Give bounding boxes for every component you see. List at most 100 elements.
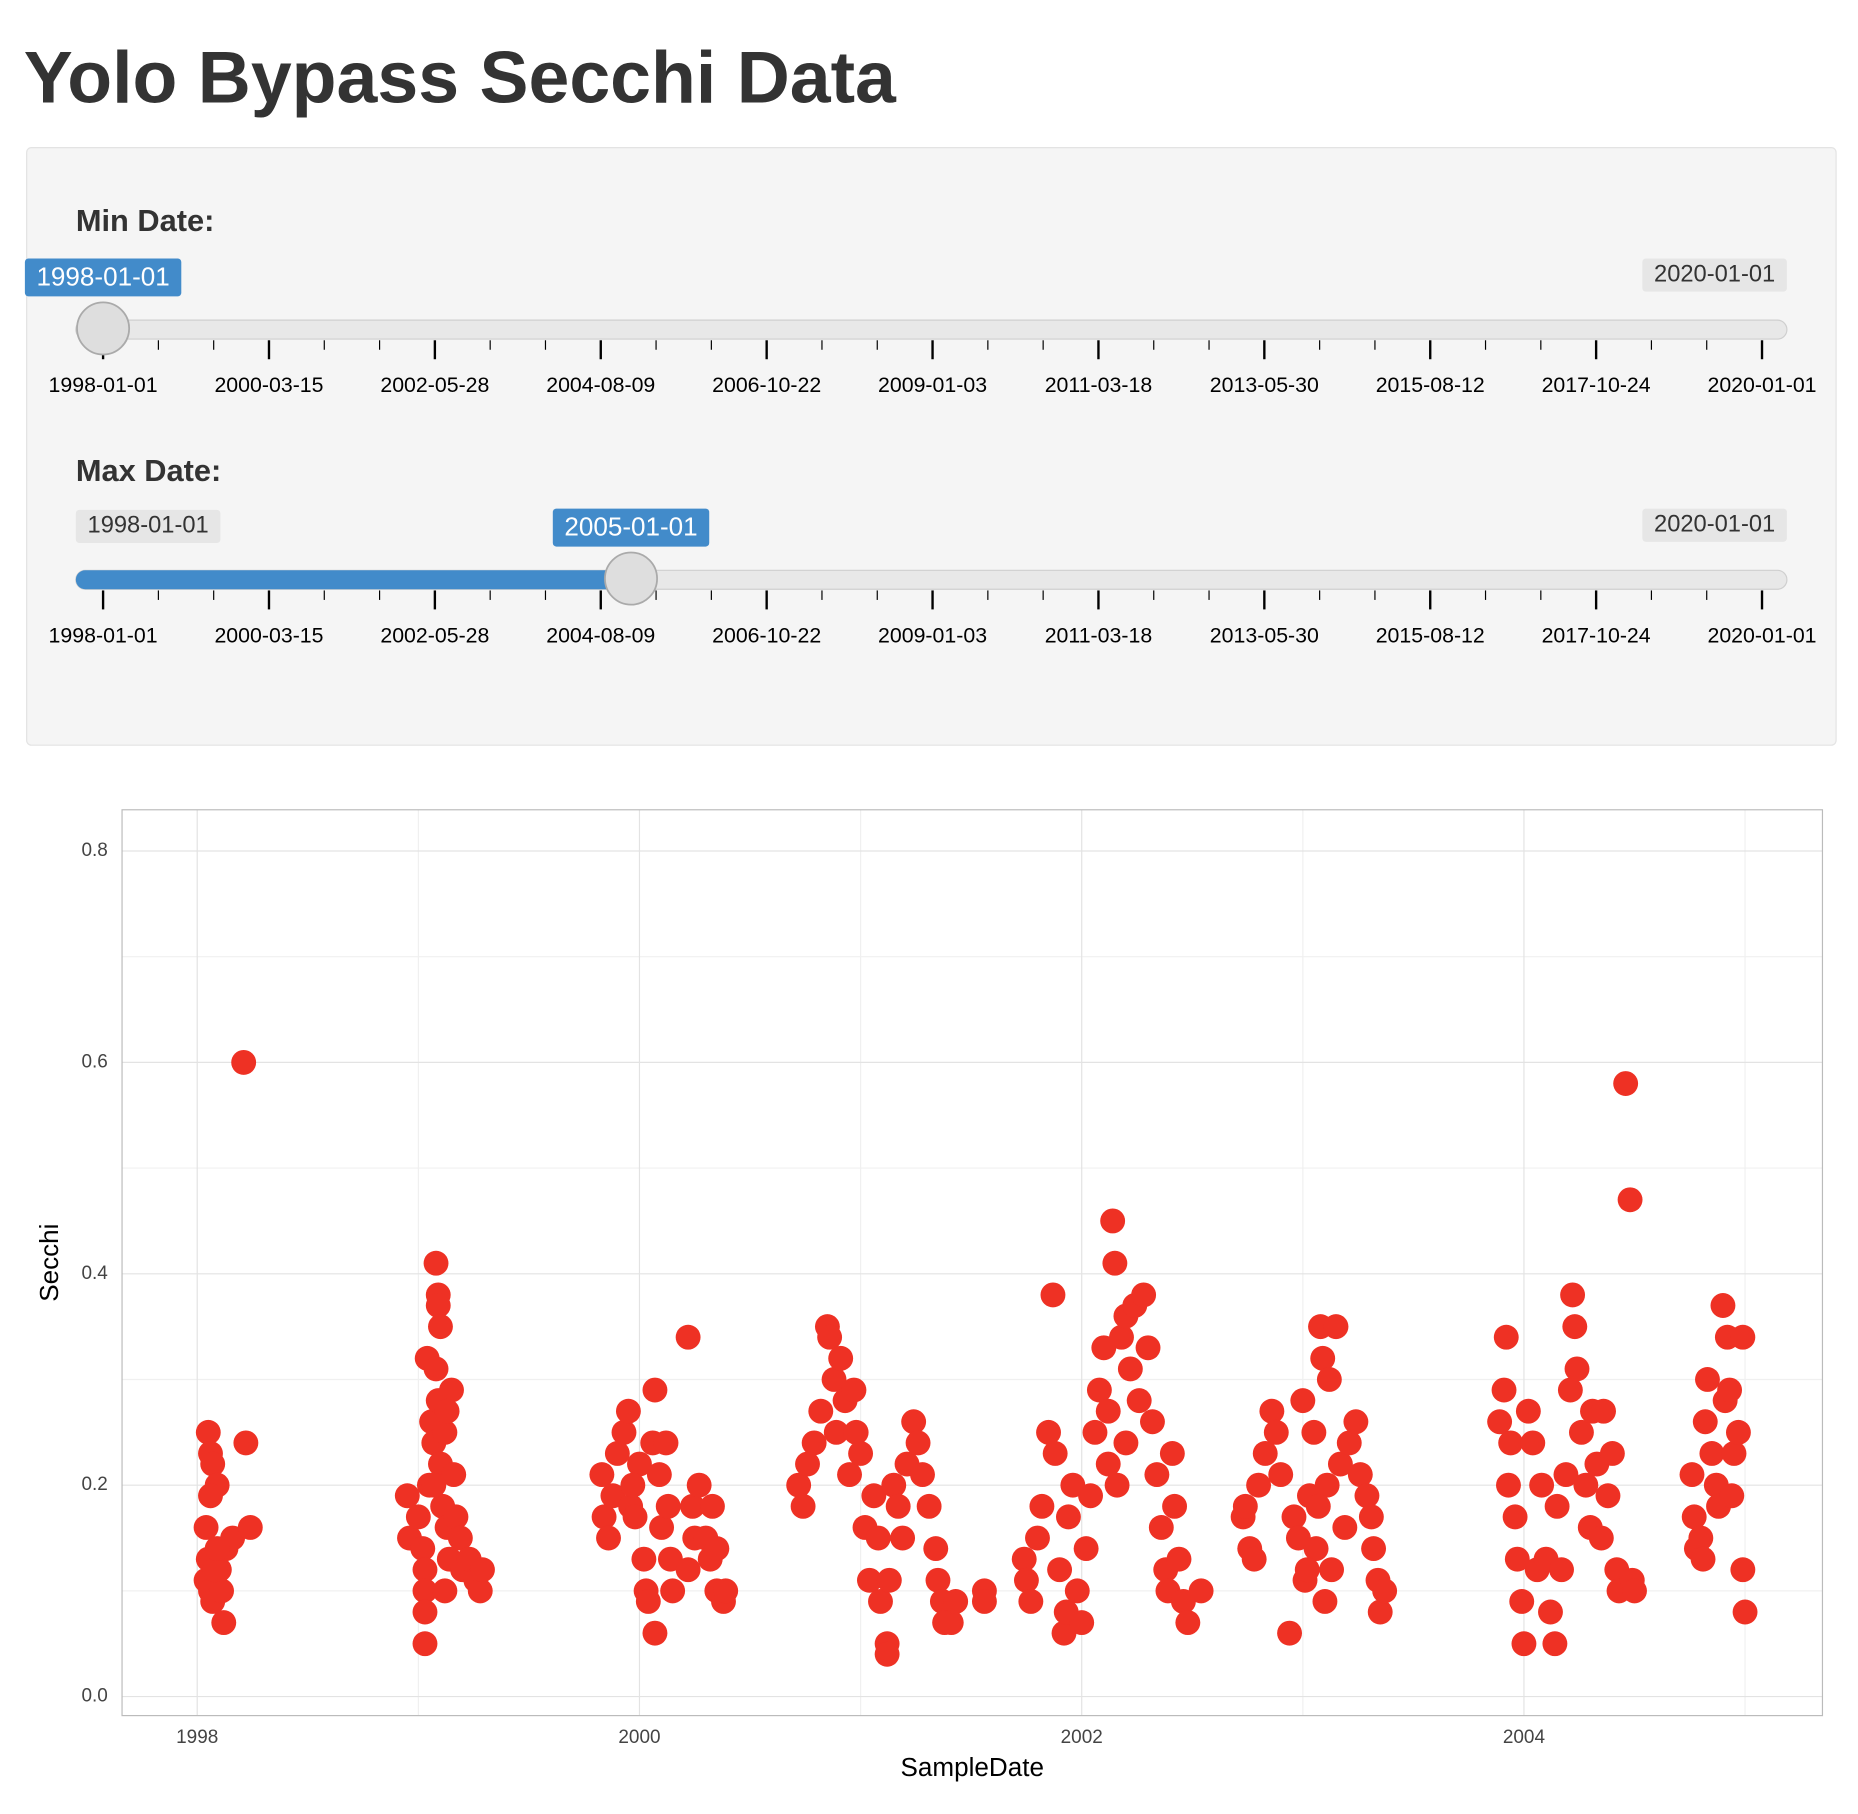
- data-point: [1544, 1493, 1570, 1519]
- slider-tick-label: 2000-03-15: [214, 373, 323, 397]
- data-point: [1617, 1187, 1643, 1213]
- data-point: [1252, 1441, 1278, 1466]
- y-axis-title: Secchi: [34, 1224, 64, 1302]
- slider-tick-label: 2002-05-28: [380, 373, 489, 397]
- data-point: [1599, 1441, 1625, 1466]
- data-point: [1259, 1398, 1285, 1424]
- data-point: [1730, 1557, 1756, 1583]
- data-point: [1372, 1578, 1398, 1604]
- slider-min-label: 1998-01-01: [88, 513, 209, 539]
- data-point: [1040, 1282, 1066, 1308]
- data-point: [1100, 1208, 1126, 1234]
- data-point: [861, 1483, 887, 1509]
- data-point: [876, 1567, 902, 1593]
- data-point: [1102, 1250, 1128, 1276]
- data-point: [1688, 1525, 1714, 1551]
- data-point: [905, 1430, 931, 1456]
- slider-tick-label: 1998-01-01: [49, 623, 158, 647]
- slider-max-label: 2020-01-01: [1654, 261, 1775, 287]
- data-point: [1549, 1557, 1574, 1583]
- data-point: [848, 1441, 874, 1466]
- data-point: [615, 1398, 641, 1424]
- data-point: [1502, 1504, 1528, 1530]
- data-point: [204, 1536, 230, 1562]
- data-point: [817, 1324, 843, 1350]
- x-tick-label: 2004: [1503, 1727, 1545, 1748]
- data-point: [405, 1504, 431, 1530]
- data-point: [1538, 1599, 1563, 1625]
- slider-tick-label: 2002-05-28: [380, 623, 489, 647]
- slider-max-bubble: [1642, 258, 1787, 292]
- data-point: [425, 1293, 451, 1318]
- slider-handle[interactable]: [76, 301, 131, 356]
- data-point: [1568, 1419, 1594, 1445]
- data-point: [1166, 1546, 1192, 1572]
- data-point: [591, 1504, 617, 1530]
- data-point: [675, 1557, 701, 1583]
- slider-min-bubble: [75, 509, 221, 544]
- slider-tick-label: 2006-10-22: [712, 623, 821, 647]
- data-point: [1595, 1483, 1621, 1509]
- data-point: [1263, 1419, 1289, 1445]
- data-point: [1509, 1588, 1535, 1614]
- data-point: [1323, 1314, 1349, 1340]
- slider-handle[interactable]: [604, 551, 658, 606]
- data-point: [1719, 1483, 1745, 1509]
- page-title: Yolo Bypass Secchi Data: [24, 35, 897, 118]
- data-point: [1553, 1462, 1579, 1488]
- data-point: [1354, 1483, 1380, 1509]
- data-point: [237, 1515, 263, 1540]
- data-point: [1159, 1441, 1185, 1466]
- slider-tick-label: 2011-03-18: [1045, 623, 1152, 647]
- data-point: [1515, 1398, 1541, 1424]
- data-point: [1361, 1536, 1387, 1562]
- data-point: [699, 1493, 725, 1519]
- data-point: [874, 1641, 900, 1667]
- data-point: [604, 1441, 630, 1466]
- data-point: [1367, 1599, 1393, 1625]
- data-point: [1557, 1377, 1583, 1403]
- slider-tick-label: 2017-10-24: [1542, 623, 1651, 647]
- data-point: [1310, 1345, 1336, 1371]
- slider-value-label: 1998-01-01: [36, 262, 169, 292]
- data-point: [680, 1493, 705, 1519]
- data-point: [655, 1493, 681, 1519]
- data-point: [943, 1588, 969, 1614]
- data-point: [432, 1578, 458, 1604]
- data-point: [1188, 1578, 1214, 1604]
- slider-tick-label: 2017-10-24: [1542, 373, 1651, 397]
- data-point: [1679, 1462, 1705, 1488]
- data-point: [1717, 1377, 1743, 1403]
- data-point: [423, 1250, 449, 1276]
- slider-bar: [75, 570, 632, 590]
- data-point: [675, 1324, 701, 1350]
- data-point: [1290, 1388, 1316, 1414]
- data-point: [1082, 1419, 1108, 1445]
- slider-max-bubble: [1642, 508, 1787, 542]
- data-point: [1095, 1398, 1121, 1424]
- data-point: [795, 1451, 820, 1477]
- data-point: [653, 1430, 679, 1456]
- y-tick-label: 0.0: [81, 1686, 107, 1707]
- x-tick-label: 2000: [618, 1727, 660, 1748]
- data-point: [1314, 1472, 1340, 1498]
- data-point: [1542, 1631, 1568, 1657]
- data-point: [1117, 1356, 1143, 1382]
- data-point: [1504, 1546, 1530, 1572]
- data-point: [596, 1525, 621, 1551]
- x-tick-label: 2002: [1061, 1727, 1103, 1748]
- data-point: [686, 1472, 712, 1498]
- data-point: [1135, 1335, 1161, 1361]
- data-point: [910, 1462, 935, 1488]
- data-point: [1232, 1493, 1258, 1519]
- slider-label: Min Date:: [76, 203, 215, 238]
- data-point: [1148, 1515, 1174, 1540]
- data-point: [1520, 1430, 1546, 1456]
- data-point: [1316, 1367, 1342, 1392]
- data-point: [439, 1377, 464, 1403]
- y-tick-label: 0.6: [81, 1051, 107, 1072]
- slider-value-bubble: [552, 508, 710, 547]
- data-point: [1699, 1441, 1725, 1466]
- data-point: [790, 1493, 816, 1519]
- data-point: [1725, 1419, 1751, 1445]
